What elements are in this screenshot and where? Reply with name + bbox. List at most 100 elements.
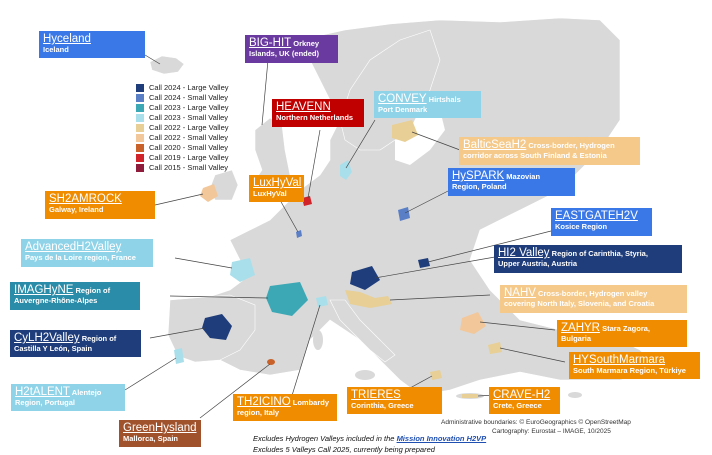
legend-item: Call 2023 - Large Valley — [136, 103, 254, 113]
baltic-sea — [395, 110, 445, 165]
label-advanced: AdvancedH2Valley Pays de la Loire region… — [21, 239, 153, 267]
legend-item: Call 2015 - Small Valley — [136, 163, 254, 173]
th2icino-name: TH2ICINO — [237, 396, 291, 408]
legend-swatch — [136, 164, 144, 172]
balticsea-sub1: Cross-border, Hydrogen — [526, 141, 615, 150]
hyspark-sub2: Region, Poland — [452, 182, 507, 192]
zahyr-sub1: Stara Zagora, — [599, 324, 651, 333]
label-hyceland: Hyceland Iceland — [39, 31, 145, 58]
bighit-sub1: Orkney — [291, 39, 320, 48]
hysouth-sub: South Marmara Region, Türkiye — [573, 366, 686, 376]
region-heavenn — [302, 196, 312, 206]
eastgate-name: EASTGATEH2V — [555, 210, 638, 222]
legend-swatch — [136, 104, 144, 112]
region-trieres — [430, 370, 442, 380]
label-craveh2: CRAVE-H2 Crete, Greece — [489, 387, 560, 414]
th2icino-sub1: Lombardy — [290, 398, 330, 407]
hyceland-sub: Iceland — [43, 45, 69, 55]
mission-innovation-link[interactable]: Mission Innovation H2VP — [396, 434, 487, 443]
legend-label: Call 2019 - Large Valley — [149, 153, 229, 162]
legend-swatch — [136, 84, 144, 92]
region-luxhyval — [296, 230, 302, 238]
label-hi2valley: HI2 Valley Region of Carinthia, Styria, … — [494, 245, 682, 273]
craveh2-name: CRAVE-H2 — [493, 389, 551, 401]
legend-swatch — [136, 154, 144, 162]
region-hysouth — [488, 342, 502, 354]
cartography-credit: Cartography: Eurostat – IMAGE, 10/2025 — [492, 428, 611, 435]
sh2amrock-name: SH2AMROCK — [49, 193, 122, 205]
legend-label: Call 2023 - Large Valley — [149, 103, 229, 112]
cylh2-sub2: Castilla Y León, Spain — [14, 344, 93, 354]
heavenn-name: HEAVENN — [276, 101, 331, 113]
nahv-name: NAHV — [504, 287, 536, 299]
bighit-name: BIG-HIT — [249, 37, 292, 49]
zahyr-name: ZAHYR — [561, 322, 600, 334]
advanced-name: AdvancedH2Valley — [25, 241, 122, 253]
region-balticsea — [392, 120, 418, 142]
legend-item: Call 2020 - Small Valley — [136, 143, 254, 153]
iceland-shape — [149, 55, 185, 75]
label-heavenn: HEAVENN Northern Netherlands — [272, 99, 364, 127]
footer-note-1-prefix: Excludes Hydrogen Valleys included in th… — [253, 434, 397, 443]
region-hi2valley — [350, 266, 380, 290]
region-th2icino — [316, 296, 328, 307]
region-hyspark — [398, 207, 410, 221]
hi2valley-name: HI2 Valley — [498, 247, 550, 259]
region-cylh2 — [202, 314, 232, 340]
legend-label: Call 2020 - Small Valley — [149, 143, 229, 152]
legend-swatch — [136, 114, 144, 122]
hyspark-name: HySPARK — [452, 170, 505, 182]
label-h2talent: H2tALENT Alentejo Region, Portugal — [11, 384, 125, 411]
region-imaghyne — [266, 282, 308, 316]
admin-credit: Administrative boundaries: © EuroGeograp… — [441, 419, 631, 426]
luxhyval-name: LuxHyVal — [253, 177, 302, 189]
label-balticsea: BalticSeaH2 Cross-border, Hydrogen corri… — [459, 137, 640, 165]
sh2amrock-sub: Galway, Ireland — [49, 205, 104, 215]
trieres-name: TRIERES — [351, 389, 401, 401]
label-nahv: NAHV Cross-border, Hydrogen valley cover… — [500, 285, 687, 313]
region-craveh2 — [462, 394, 478, 398]
label-th2icino: TH2ICINO Lombardy region, Italy — [233, 394, 337, 421]
legend-label: Call 2024 - Large Valley — [149, 83, 229, 92]
h2talent-sub1: Alentejo — [69, 388, 102, 397]
leader-lines — [124, 54, 566, 419]
cyprus-shape — [568, 392, 582, 398]
greenhysland-name: GreenHysland — [123, 422, 197, 434]
balticsea-name: BalticSeaH2 — [463, 139, 527, 151]
legend-item: Call 2024 - Large Valley — [136, 83, 254, 93]
legend-item: Call 2022 - Large Valley — [136, 123, 254, 133]
legend-label: Call 2015 - Small Valley — [149, 163, 229, 172]
bighit-sub2: Islands, UK (ended) — [249, 49, 320, 59]
region-zahyr — [460, 312, 486, 334]
hyspark-sub1: Mazovian — [504, 172, 541, 181]
hysouth-name: HYSouthMarmara — [573, 354, 666, 366]
legend-swatch — [136, 144, 144, 152]
legend-item: Call 2024 - Small Valley — [136, 93, 254, 103]
nahv-sub1: Cross-border, Hydrogen valley — [535, 289, 648, 298]
legend-label: Call 2024 - Small Valley — [149, 93, 229, 102]
label-hyspark: HySPARK Mazovian Region, Poland — [448, 168, 575, 196]
imaghyne-name: IMAGHyNE — [14, 284, 74, 296]
convey-sub2: Port Denmark — [378, 105, 428, 115]
sicily-shape — [355, 370, 375, 380]
legend-label: Call 2022 - Large Valley — [149, 123, 229, 132]
craveh2-sub: Crete, Greece — [493, 401, 542, 411]
eastgate-sub: Kosice Region — [555, 222, 608, 232]
label-convey: CONVEY Hirtshals Port Denmark — [374, 91, 481, 118]
footer-note-1: Excludes Hydrogen Valleys included in th… — [253, 434, 486, 443]
greenhysland-sub: Mallorca, Spain — [123, 434, 179, 444]
legend-item: Call 2023 - Small Valley — [136, 113, 254, 123]
nahv-sub2: covering North Italy, Slovenia, and Croa… — [504, 299, 655, 309]
balticsea-sub2: corridor across South Finland & Estonia — [463, 151, 607, 161]
hi2valley-sub1: Region of Carinthia, Styria, — [549, 249, 648, 258]
imaghyne-sub2: Auvergne-Rhône-Alpes — [14, 296, 98, 306]
h2talent-sub2: Region, Portugal — [15, 398, 75, 408]
hyceland-name: Hyceland — [43, 33, 91, 45]
cylh2-name: CyLH2Valley — [14, 332, 80, 344]
legend-label: Call 2023 - Small Valley — [149, 113, 229, 122]
label-cylh2: CyLH2Valley Region of Castilla Y León, S… — [10, 330, 141, 357]
label-bighit: BIG-HIT Orkney Islands, UK (ended) — [245, 35, 338, 63]
label-luxhyval: LuxHyVal LuxHyVal — [249, 175, 304, 202]
trieres-sub: Corinthia, Greece — [351, 401, 414, 411]
region-convey — [340, 160, 352, 180]
